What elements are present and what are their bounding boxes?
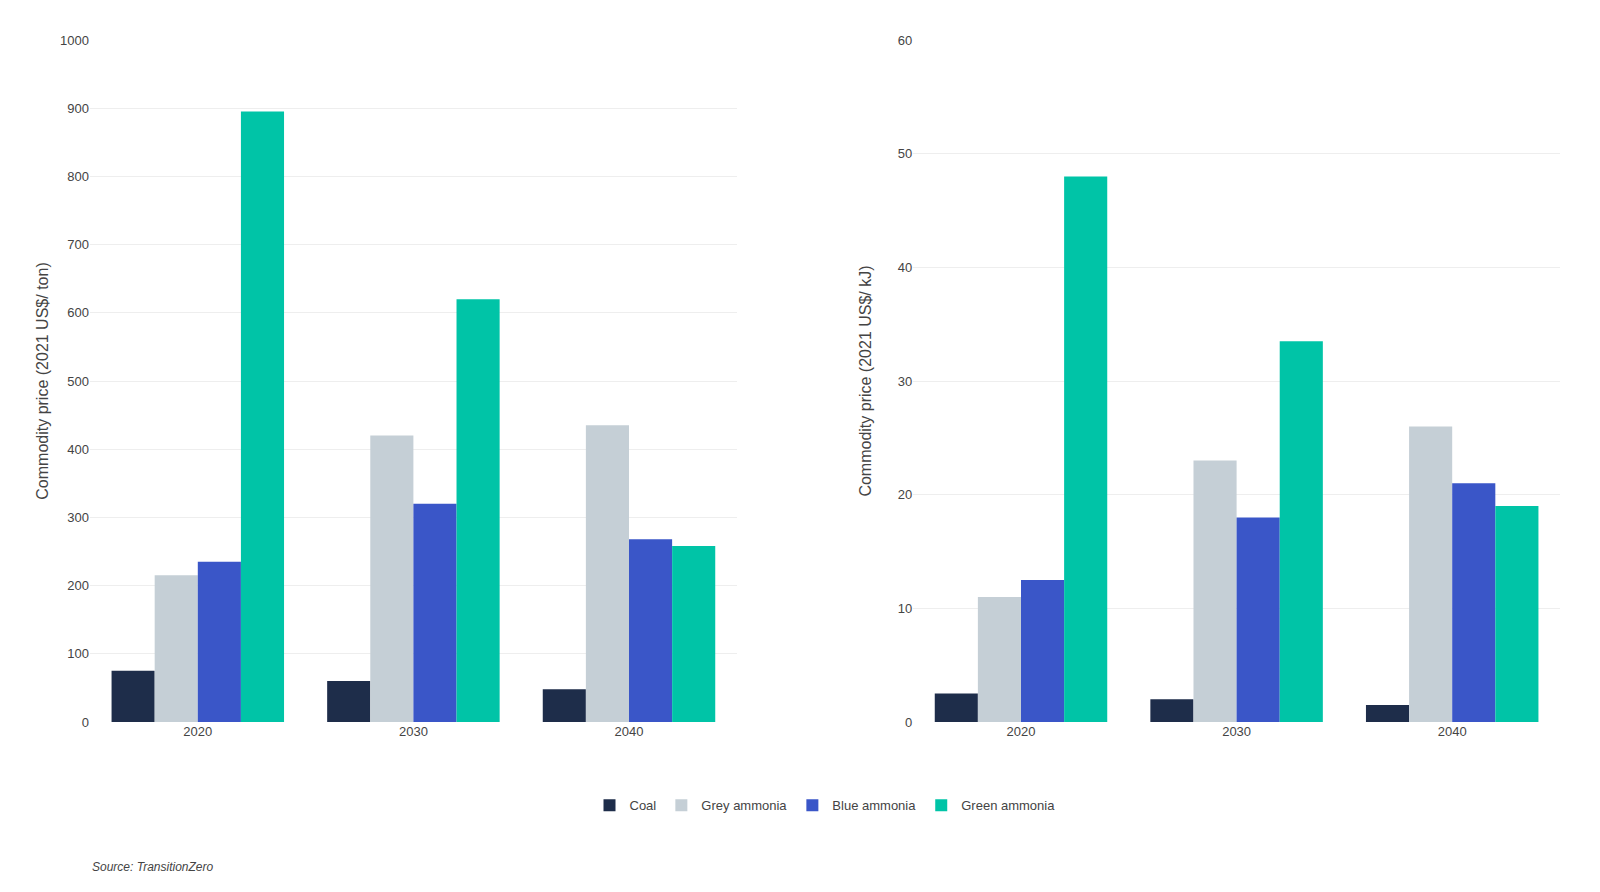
svg-text:700: 700 [67,237,89,252]
svg-text:2040: 2040 [1438,724,1467,739]
svg-text:200: 200 [67,578,89,593]
svg-text:Grey ammonia: Grey ammonia [701,798,787,813]
svg-text:Green ammonia: Green ammonia [961,798,1055,813]
svg-text:10: 10 [898,601,912,616]
svg-text:20: 20 [898,487,912,502]
svg-text:2020: 2020 [1007,724,1036,739]
svg-text:0: 0 [82,715,89,730]
svg-text:500: 500 [67,374,89,389]
svg-text:Commodity price (2021 US$/ ton: Commodity price (2021 US$/ ton) [34,262,51,499]
svg-text:60: 60 [898,33,912,48]
svg-text:40: 40 [898,260,912,275]
svg-text:0: 0 [905,715,912,730]
svg-text:30: 30 [898,374,912,389]
svg-text:100: 100 [67,646,89,661]
svg-text:800: 800 [67,169,89,184]
svg-text:600: 600 [67,305,89,320]
svg-text:900: 900 [67,101,89,116]
svg-text:Blue ammonia: Blue ammonia [832,798,916,813]
svg-text:2030: 2030 [1222,724,1251,739]
svg-text:Commodity price (2021 US$/ kJ): Commodity price (2021 US$/ kJ) [857,265,874,496]
svg-text:Source: TransitionZero: Source: TransitionZero [92,860,213,874]
svg-text:2020: 2020 [183,724,212,739]
svg-text:2030: 2030 [399,724,428,739]
svg-text:2040: 2040 [615,724,644,739]
svg-text:400: 400 [67,442,89,457]
svg-text:1000: 1000 [60,33,89,48]
svg-text:50: 50 [898,146,912,161]
svg-text:Coal: Coal [630,798,657,813]
svg-text:300: 300 [67,510,89,525]
